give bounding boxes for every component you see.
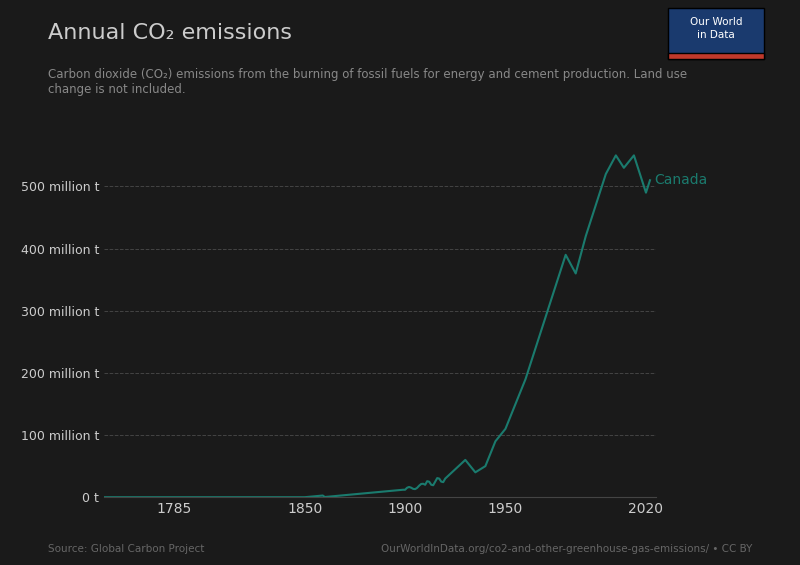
Text: Source: Global Carbon Project: Source: Global Carbon Project — [48, 544, 204, 554]
Text: Carbon dioxide (CO₂) emissions from the burning of fossil fuels for energy and c: Carbon dioxide (CO₂) emissions from the … — [48, 68, 687, 96]
Text: Our World
in Data: Our World in Data — [690, 16, 742, 40]
Text: Annual CO₂ emissions: Annual CO₂ emissions — [48, 23, 292, 42]
Text: OurWorldInData.org/co2-and-other-greenhouse-gas-emissions/ • CC BY: OurWorldInData.org/co2-and-other-greenho… — [381, 544, 752, 554]
Text: Canada: Canada — [654, 173, 707, 187]
